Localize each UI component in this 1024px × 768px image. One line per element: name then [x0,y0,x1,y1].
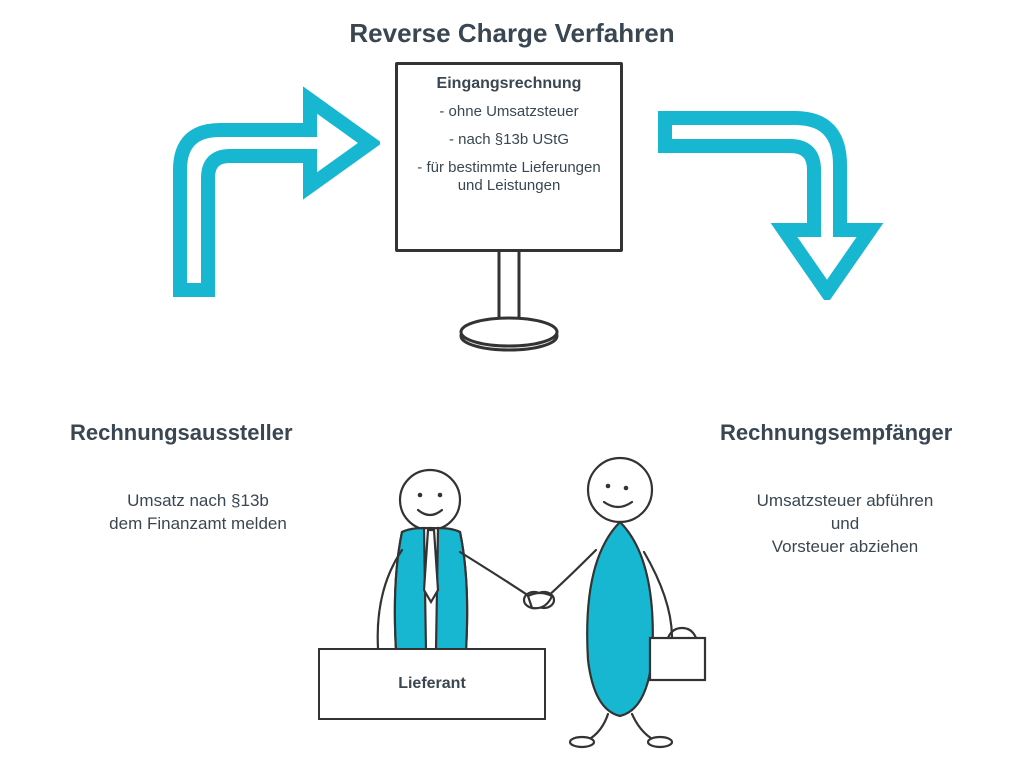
arrow-left-up-right-icon [150,70,380,300]
supplier-box-label: Lieferant [398,675,466,693]
sign-line-1: - ohne Umsatzsteuer [406,103,612,121]
sign-line-3: - für bestimmte Lieferungen und Leistung… [406,159,612,195]
right-section-header: Rechnungsempfänger [720,420,952,446]
left-section-header: Rechnungsaussteller [70,420,293,446]
right-section-text: Umsatzsteuer abführenundVorsteuer abzieh… [720,490,970,559]
sign-board: Eingangsrechnung - ohne Umsatzsteuer - n… [395,62,623,252]
diagram-title: Reverse Charge Verfahren [0,18,1024,49]
sign-stand-icon [395,252,623,362]
arrow-right-down-icon [655,70,885,300]
sign-line-2: - nach §13b UStG [406,131,612,149]
sign-header: Eingangsrechnung [406,75,612,93]
left-section-text: Umsatz nach §13bdem Finanzamt melden [78,490,318,536]
supplier-box: Lieferant [318,648,546,720]
